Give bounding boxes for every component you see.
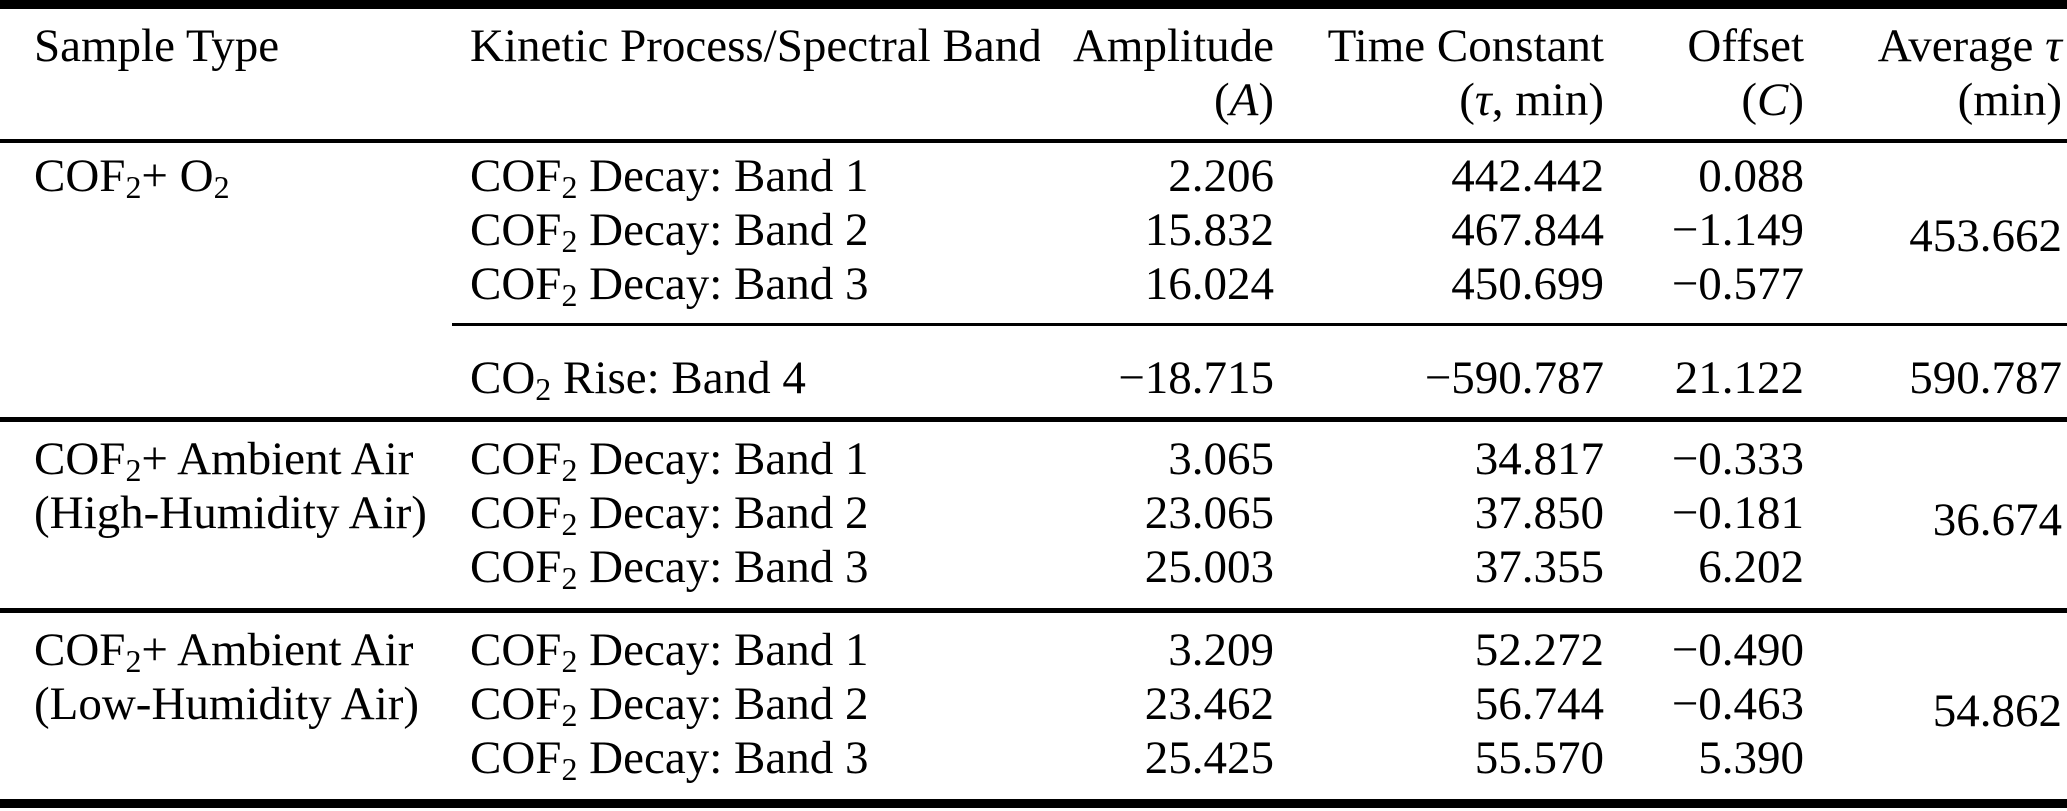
cell-process: COF2 Decay: Band 2 — [470, 204, 869, 257]
col-header-amplitude-line2: (A) — [1213, 74, 1274, 126]
cell-amplitude: 25.425 — [1144, 731, 1274, 784]
table-row: COF2 Decay: Band 2 23.065 37.850 −0.181 — [0, 486, 2067, 540]
col-header-kinetic-process-label: Kinetic Process/Spectral Band — [470, 20, 1040, 72]
sample-type-line2: (High-Humidity Air) — [34, 486, 427, 539]
header-row: Sample Type Kinetic Process/Spectral Ban… — [0, 5, 2067, 142]
cell-amplitude: 3.209 — [1168, 623, 1274, 676]
section-cof2-low-humidity-air: COF2+ Ambient Air (Low-Humidity Air) COF… — [0, 610, 2067, 803]
cell-amplitude: 25.003 — [1144, 540, 1274, 593]
cell-time-constant: 37.355 — [1474, 540, 1604, 593]
cell-average-tau: 590.787 — [1909, 351, 2062, 404]
cell-offset: 5.390 — [1698, 731, 1804, 784]
col-header-amplitude: Amplitude (A) — [1040, 5, 1274, 142]
cell-offset: −0.490 — [1671, 623, 1804, 676]
table-row: COF2+ Ambient Air (Low-Humidity Air) COF… — [0, 610, 2067, 737]
cell-amplitude: 23.065 — [1144, 486, 1274, 539]
col-header-sample-type: Sample Type — [0, 5, 452, 142]
table-row: COF2 Decay: Band 3 16.024 450.699 −0.577 — [0, 257, 2067, 325]
cell-time-constant: 467.844 — [1451, 204, 1604, 256]
cell-offset: 0.088 — [1698, 150, 1804, 202]
table-row: COF2 Decay: Band 2 23.462 56.744 −0.463 — [0, 677, 2067, 731]
cell-process: COF2 Decay: Band 3 — [470, 731, 869, 787]
cell-process: COF2 Decay: Band 2 — [470, 677, 869, 731]
table-row: COF2+ O2 COF2 Decay: Band 1 2.206 442.44… — [0, 141, 2067, 262]
cell-process: COF2 Decay: Band 2 — [470, 486, 869, 540]
sample-type-line1: COF2+ Ambient Air — [34, 623, 414, 679]
cell-offset: −0.463 — [1671, 677, 1804, 730]
sample-type-line2: (Low-Humidity Air) — [34, 677, 420, 730]
section-cof2-high-humidity-air: COF2+ Ambient Air (High-Humidity Air) CO… — [0, 419, 2067, 610]
cell-amplitude: 15.832 — [1144, 204, 1274, 256]
table-row: CO2 Rise: Band 4 −18.715 −590.787 21.122… — [0, 339, 2067, 420]
cell-time-constant: 55.570 — [1474, 731, 1604, 784]
cell-process: COF2 Decay: Band 1 — [470, 432, 869, 486]
cell-time-constant: 37.850 — [1474, 486, 1604, 539]
cell-offset: 21.122 — [1674, 351, 1804, 404]
cell-amplitude: 16.024 — [1144, 258, 1274, 310]
cell-average-tau: 36.674 — [1932, 493, 2062, 546]
col-header-time-constant: Time Constant (τ, min) — [1274, 5, 1604, 142]
cell-process: COF2 Decay: Band 3 — [470, 540, 869, 596]
col-header-time-constant-line1: Time Constant — [1327, 20, 1604, 72]
cell-amplitude: 2.206 — [1168, 150, 1274, 202]
cell-time-constant: 450.699 — [1451, 258, 1604, 310]
cell-offset: −0.181 — [1671, 486, 1804, 539]
cell-process: CO2 Rise: Band 4 — [470, 351, 806, 407]
sample-type-line1: COF2+ Ambient Air — [34, 432, 414, 488]
cell-sample-type: COF2+ Ambient Air (Low-Humidity Air) — [0, 610, 452, 803]
col-header-average-tau-line2: (min) — [1957, 74, 2062, 126]
cell-time-constant: −590.787 — [1424, 351, 1604, 404]
col-header-average-tau: Average τ (min) — [1804, 5, 2067, 142]
cell-offset: −0.333 — [1671, 432, 1804, 485]
table-row: COF2 Decay: Band 3 25.003 37.355 6.202 — [0, 540, 2067, 611]
cell-average-tau: 54.862 — [1932, 684, 2062, 737]
cell-time-constant: 442.442 — [1451, 150, 1604, 202]
cell-offset: 6.202 — [1698, 540, 1804, 593]
cell-time-constant: 56.744 — [1474, 677, 1604, 730]
col-header-average-tau-line1: Average τ — [1877, 20, 2062, 72]
sample-type-line1: COF2+ O2 — [34, 150, 230, 206]
cell-sample-type: COF2+ O2 — [0, 141, 452, 419]
cell-offset: −1.149 — [1671, 204, 1804, 256]
cell-amplitude: 23.462 — [1144, 677, 1274, 730]
cell-sample-type: COF2+ Ambient Air (High-Humidity Air) — [0, 419, 452, 610]
table-row: COF2 Decay: Band 3 25.425 55.570 5.390 — [0, 731, 2067, 804]
cell-process: COF2 Decay: Band 3 — [470, 258, 869, 314]
col-header-offset: Offset (C) — [1604, 5, 1804, 142]
col-header-sample-type-label: Sample Type — [34, 20, 280, 72]
table-row: COF2 Decay: Band 2 15.832 467.844 −1.149 — [0, 203, 2067, 257]
cell-time-constant: 52.272 — [1474, 623, 1604, 676]
table-header: Sample Type Kinetic Process/Spectral Ban… — [0, 5, 2067, 142]
cell-average-tau: 453.662 — [1909, 210, 2062, 262]
col-header-offset-line1: Offset — [1687, 20, 1804, 72]
partial-rule-row — [0, 323, 2067, 339]
cell-process: COF2 Decay: Band 1 — [470, 150, 869, 203]
col-header-amplitude-line1: Amplitude — [1072, 20, 1274, 72]
cell-offset: −0.577 — [1671, 258, 1804, 310]
col-header-offset-line2: (C) — [1741, 74, 1804, 126]
cell-amplitude: −18.715 — [1118, 351, 1274, 404]
partial-rule — [452, 323, 2067, 339]
col-header-kinetic-process: Kinetic Process/Spectral Band — [452, 5, 1040, 142]
section-cof2-o2: COF2+ O2 COF2 Decay: Band 1 2.206 442.44… — [0, 141, 2067, 419]
cell-process: COF2 Decay: Band 1 — [470, 623, 869, 677]
cell-amplitude: 3.065 — [1168, 432, 1274, 485]
col-header-time-constant-line2: (τ, min) — [1459, 74, 1604, 126]
cell-time-constant: 34.817 — [1474, 432, 1604, 485]
table-row: COF2+ Ambient Air (High-Humidity Air) CO… — [0, 419, 2067, 546]
